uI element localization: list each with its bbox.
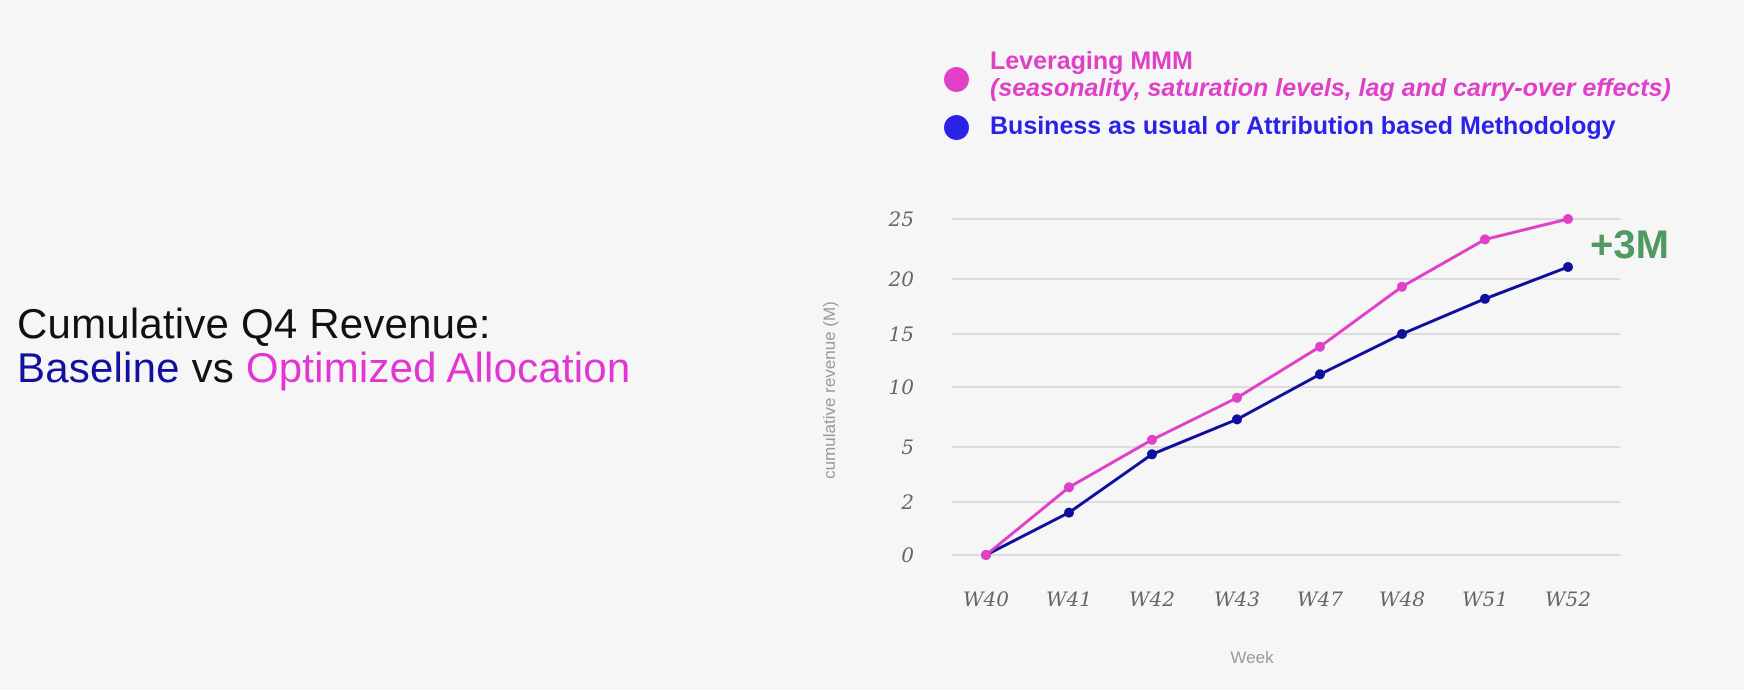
x-tick-label: W51 xyxy=(1462,587,1508,611)
y-tick-label: 5 xyxy=(901,435,914,459)
gain-annotation: +3M xyxy=(1590,223,1669,267)
data-point-s0-0 xyxy=(981,550,991,560)
y-tick-label: 20 xyxy=(888,267,915,291)
data-point-s0-1 xyxy=(1064,482,1074,493)
data-point-s0-2 xyxy=(1147,434,1157,445)
legend-dot-mmm xyxy=(944,67,969,92)
data-point-s0-4 xyxy=(1315,341,1325,352)
legend-label-bau: Business as usual or Attribution based M… xyxy=(990,112,1616,140)
title-optimized: Optimized Allocation xyxy=(245,344,631,391)
series-line-0 xyxy=(985,217,1569,557)
legend-item-bau: Business as usual or Attribution based M… xyxy=(940,112,1671,142)
y-tick-label: 10 xyxy=(889,375,915,399)
x-tick-label: W48 xyxy=(1379,587,1425,611)
legend-sublabel-mmm: (seasonality, saturation levels, lag and… xyxy=(990,74,1671,102)
x-tick-label: W42 xyxy=(1129,587,1175,611)
x-tick-label: W43 xyxy=(1214,587,1260,611)
x-tick-label: W41 xyxy=(1046,587,1092,611)
data-point-s1-1 xyxy=(1064,507,1074,518)
data-point-s0-6 xyxy=(1480,234,1490,245)
legend-item-mmm: Leveraging MMM (seasonality, saturation … xyxy=(940,48,1671,102)
data-point-s0-5 xyxy=(1397,281,1407,292)
data-point-s1-6 xyxy=(1480,293,1490,304)
y-axis-label: cumulative revenue (M) xyxy=(820,301,839,479)
x-tick-label: W52 xyxy=(1545,587,1591,611)
series-line-1 xyxy=(985,265,1569,557)
data-point-s0-7 xyxy=(1563,214,1573,224)
title-baseline: Baseline xyxy=(17,344,180,391)
title-vs: vs xyxy=(191,344,234,391)
legend-label-mmm: Leveraging MMM xyxy=(990,47,1193,75)
y-tick-label: 2 xyxy=(900,490,914,514)
y-tick-label: 25 xyxy=(888,207,914,231)
title-line-2: Baseline vs Optimized Allocation xyxy=(17,346,630,390)
page-title: Cumulative Q4 Revenue: Baseline vs Optim… xyxy=(17,302,630,390)
x-tick-label: W40 xyxy=(963,587,1009,611)
title-line-1: Cumulative Q4 Revenue: xyxy=(17,300,491,347)
x-axis-label: Week xyxy=(1230,648,1274,667)
x-tick-label: W47 xyxy=(1297,587,1343,611)
legend-dot-bau xyxy=(944,115,969,140)
data-point-s1-7 xyxy=(1563,262,1573,272)
y-tick-label: 15 xyxy=(889,322,914,346)
data-point-s1-2 xyxy=(1147,449,1157,460)
y-tick-label: 0 xyxy=(901,543,914,567)
data-point-s0-3 xyxy=(1232,392,1242,403)
data-point-s1-5 xyxy=(1397,329,1407,339)
data-point-s1-4 xyxy=(1315,369,1325,380)
chart-legend: Leveraging MMM (seasonality, saturation … xyxy=(940,48,1671,142)
data-point-s1-3 xyxy=(1232,414,1242,425)
